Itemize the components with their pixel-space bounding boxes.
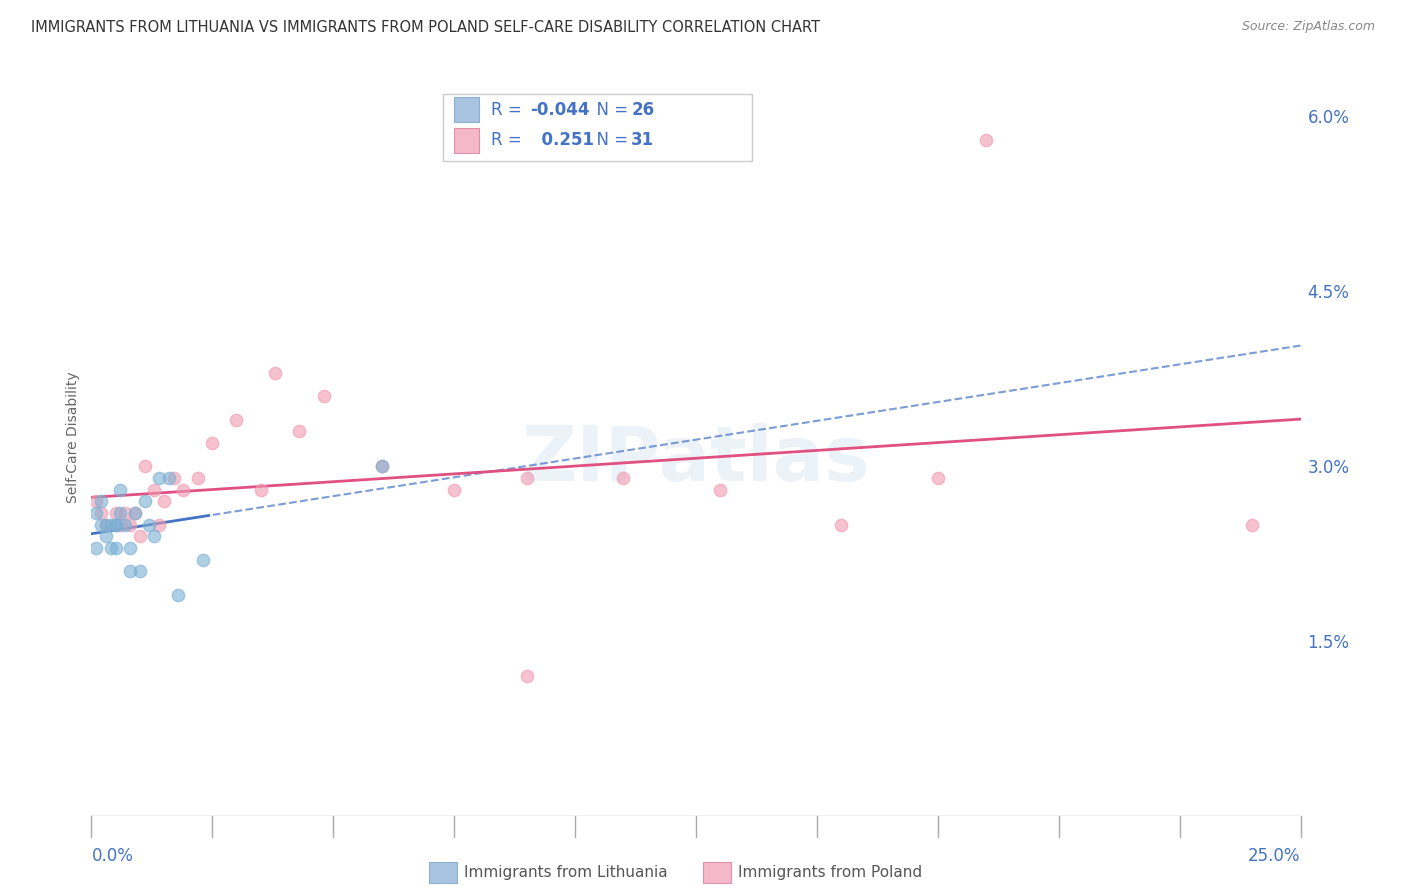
Point	[90, 506, 112, 520]
Point	[84, 494, 107, 508]
Point	[104, 517, 127, 532]
Point	[94, 529, 117, 543]
Point	[172, 483, 194, 497]
Point	[134, 494, 156, 508]
Point	[191, 552, 214, 566]
Point	[1241, 517, 1264, 532]
Point	[134, 459, 156, 474]
Point	[830, 517, 852, 532]
Point	[157, 471, 180, 485]
Text: 0.251: 0.251	[530, 131, 595, 149]
Point	[128, 564, 150, 578]
Text: -0.044: -0.044	[530, 101, 589, 119]
Point	[288, 424, 311, 438]
Point	[516, 669, 538, 683]
Point	[187, 471, 209, 485]
Point	[167, 588, 190, 602]
Point	[94, 517, 117, 532]
Point	[104, 517, 127, 532]
Point	[370, 459, 392, 474]
Point	[128, 529, 150, 543]
Point	[927, 471, 949, 485]
Point	[443, 483, 465, 497]
Point	[264, 366, 287, 380]
Point	[94, 517, 117, 532]
Y-axis label: Self-Care Disability: Self-Care Disability	[66, 371, 80, 503]
Point	[162, 471, 184, 485]
Text: N =: N =	[586, 101, 634, 119]
Point	[124, 506, 146, 520]
Point	[148, 471, 170, 485]
Point	[249, 483, 271, 497]
Text: ZIPatlas: ZIPatlas	[522, 423, 870, 497]
Point	[84, 541, 107, 555]
Text: R =: R =	[491, 131, 527, 149]
Point	[312, 389, 335, 403]
Point	[120, 517, 142, 532]
Point	[148, 517, 170, 532]
Point	[974, 133, 997, 147]
Point	[612, 471, 634, 485]
Point	[516, 471, 538, 485]
Text: IMMIGRANTS FROM LITHUANIA VS IMMIGRANTS FROM POLAND SELF-CARE DISABILITY CORRELA: IMMIGRANTS FROM LITHUANIA VS IMMIGRANTS …	[31, 20, 820, 35]
Point	[201, 436, 224, 450]
Point	[114, 506, 136, 520]
Point	[100, 517, 122, 532]
Text: 25.0%: 25.0%	[1249, 847, 1301, 864]
Text: 0.0%: 0.0%	[91, 847, 134, 864]
Text: R =: R =	[491, 101, 527, 119]
Point	[370, 459, 392, 474]
Point	[84, 506, 107, 520]
Point	[120, 564, 142, 578]
Text: 26: 26	[631, 101, 654, 119]
Point	[120, 541, 142, 555]
Point	[709, 483, 731, 497]
Point	[153, 494, 176, 508]
Point	[143, 529, 166, 543]
Point	[90, 494, 112, 508]
Text: Source: ZipAtlas.com: Source: ZipAtlas.com	[1241, 20, 1375, 33]
Point	[138, 517, 160, 532]
Point	[90, 517, 112, 532]
Text: Immigrants from Lithuania: Immigrants from Lithuania	[464, 865, 668, 880]
Point	[100, 541, 122, 555]
Point	[104, 541, 127, 555]
Point	[225, 412, 247, 426]
Point	[110, 506, 132, 520]
Text: Immigrants from Poland: Immigrants from Poland	[738, 865, 922, 880]
Point	[114, 517, 136, 532]
Text: 31: 31	[631, 131, 654, 149]
Text: N =: N =	[586, 131, 634, 149]
Point	[110, 483, 132, 497]
Point	[110, 517, 132, 532]
Point	[104, 506, 127, 520]
Point	[143, 483, 166, 497]
Point	[124, 506, 146, 520]
